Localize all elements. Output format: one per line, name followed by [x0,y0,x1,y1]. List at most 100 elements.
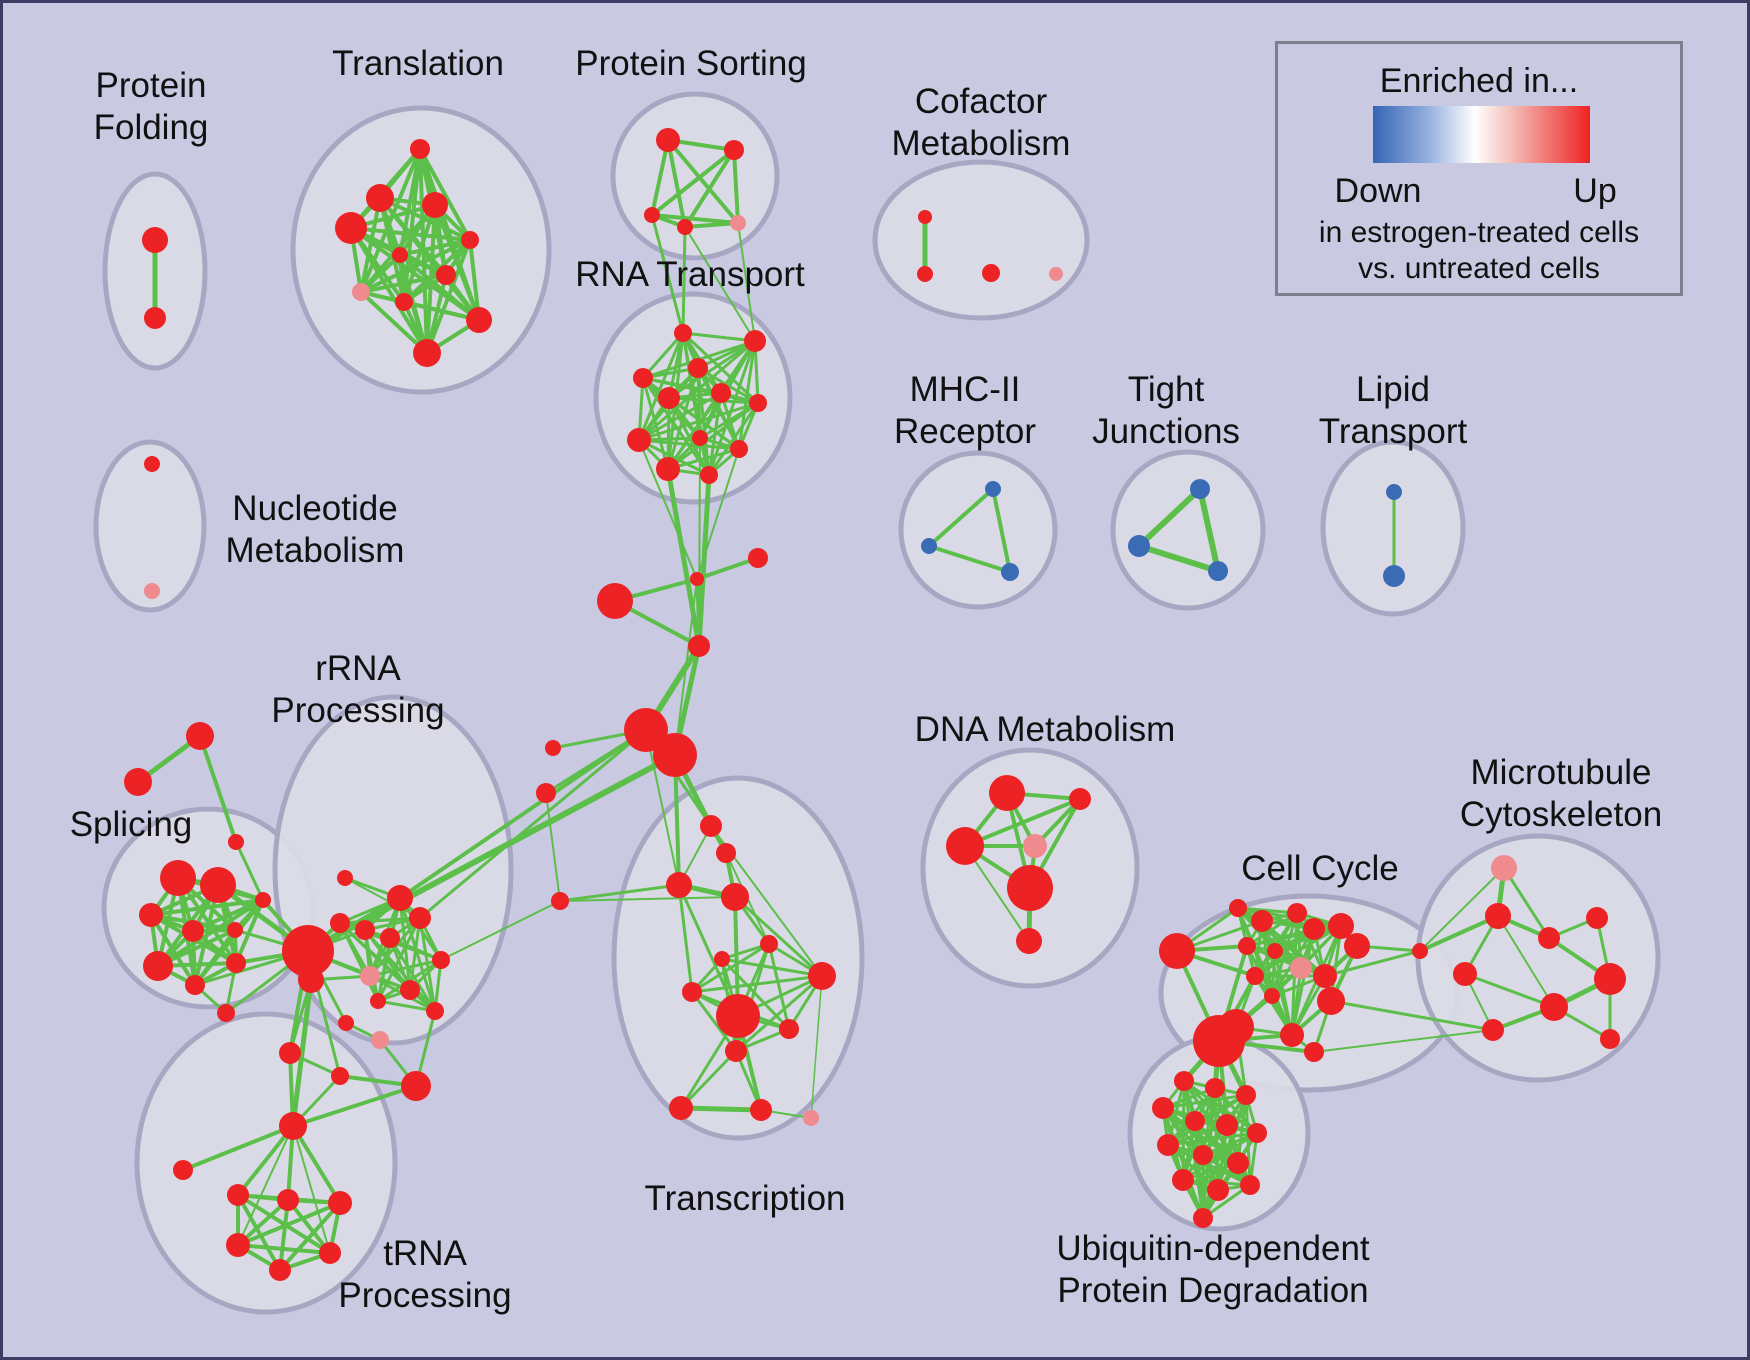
node-tc2 [716,843,736,863]
node-ub11 [1172,1169,1194,1191]
edge-ps1-ps3 [650,138,670,217]
node-m2 [921,538,937,554]
cluster-label-ubiquitin-dependent-protein-degradation: Ubiquitin-dependent [1056,1229,1370,1268]
edge-trn1-trn7 [292,1125,331,1254]
edge-rt1-rt7 [681,331,760,405]
edge-d4-d6 [964,845,1030,942]
edge-tx3-tx4 [690,974,824,994]
node-pf2 [144,307,166,329]
node-mtF [1594,963,1626,995]
node-rr3 [330,913,350,933]
cluster-ellipse-protein-sorting [610,91,780,261]
node-ps4 [677,219,693,235]
node-ub8 [1157,1134,1179,1156]
node-cf4 [1049,267,1063,281]
node-c3 [597,583,633,619]
edge-tx3-tx7 [734,974,824,1053]
edge-rt3-rt7 [696,366,760,405]
edge-rt8-c1 [638,439,698,580]
node-ub14 [1193,1208,1213,1228]
legend-gradient-bar [1373,106,1590,163]
edge-tj2-tj3 [1136,543,1221,574]
edge-tc4-tx3 [733,895,824,978]
edge-tj1-tj3 [1197,486,1221,574]
node-c1 [690,572,704,586]
legend-box: Enriched in... Down Up in estrogen-treat… [1275,41,1683,296]
legend-caption-line1: in estrogen-treated cells [1318,216,1640,249]
cluster-ellipse-rrna-processing [272,694,514,1046]
edge-trn5-trn8 [278,1201,342,1272]
node-H1 [624,708,668,752]
node-cc12 [1264,988,1280,1004]
node-c5 [545,740,561,756]
node-ub9 [1193,1145,1213,1165]
node-t11 [413,339,441,367]
node-rt1 [674,324,692,342]
edge-rr7-rr8 [368,958,443,978]
node-t6 [392,247,408,263]
node-cc2 [1251,910,1273,932]
cluster-label-tight-junctions: Junctions [1092,412,1240,451]
edge-ub8-ub13 [1166,1143,1252,1187]
edge-rr6-rr7 [368,916,422,978]
node-sp8 [185,975,205,995]
node-nm2 [144,583,160,599]
node-mtA [1491,855,1517,881]
edge-rt8-rt10 [637,438,741,451]
edge-tx10-tx3 [810,975,823,1119]
node-rt5 [658,387,680,409]
edge-d2-d4 [963,797,1082,848]
cluster-label-ubiquitin-dependent-protein-degradation: Protein Degradation [1057,1271,1368,1310]
node-rt6 [711,383,731,403]
edge-cc5-cc11 [1253,924,1343,978]
cluster-label-rna-transport: RNA Transport [575,255,805,294]
node-t9 [395,293,413,311]
node-c6 [536,783,556,803]
edge-ps2-ps5 [732,148,740,225]
node-ps2 [724,140,744,160]
edge-rt12-c4 [696,472,712,649]
edge-rt10-rt11 [666,447,741,471]
edge-R2-trn1 [290,977,314,1129]
node-trn7 [319,1242,341,1264]
edge-ub3-ub4 [1161,1093,1248,1110]
node-pf1 [142,227,168,253]
node-rt4 [633,368,653,388]
node-cf2 [917,266,933,282]
node-t3 [335,212,367,244]
node-rr13 [371,1031,389,1049]
node-c7 [551,892,569,910]
cluster-ellipse-microtubule-cytoskeleton [1415,833,1661,1083]
node-d2 [1069,788,1091,810]
node-rt9 [692,430,708,446]
edge-rt1-rt8 [637,331,685,442]
edge-cc5-cc7 [1245,924,1343,948]
edge-sp6-sp7 [156,898,265,968]
cluster-ellipse-mhc-ii-receptor [898,450,1058,610]
node-rr9 [400,980,420,1000]
edge-ps4-ps5 [683,221,740,229]
node-cc6 [1344,933,1370,959]
node-cc10 [1313,964,1337,988]
edge-m1-m3 [991,487,1012,574]
edge-s0c-sp6 [234,840,265,902]
edge-trn1-trn3 [236,1124,295,1197]
edge-c1-c2 [695,556,760,581]
node-ub2 [1205,1078,1225,1098]
node-tx4 [682,982,702,1002]
edge-trn4-trn7 [286,1198,332,1255]
node-H2 [653,733,697,777]
edge-sp3-sp6 [149,898,265,917]
node-rr2 [387,885,413,911]
cluster-label-nucleotide-metabolism: Nucleotide [232,489,397,528]
node-cc16 [1280,1023,1304,1047]
legend-up-label: Up [1573,172,1617,210]
edge-rt7-rt11 [666,401,760,471]
edge-cc17-mtH [1313,1029,1494,1053]
node-t8 [352,283,370,301]
edge-rr3-rr10 [338,921,380,1003]
edge-m2-m3 [927,544,1012,574]
edge-t5-t10 [468,238,481,322]
node-s0b [124,768,152,796]
node-trn8 [269,1259,291,1281]
